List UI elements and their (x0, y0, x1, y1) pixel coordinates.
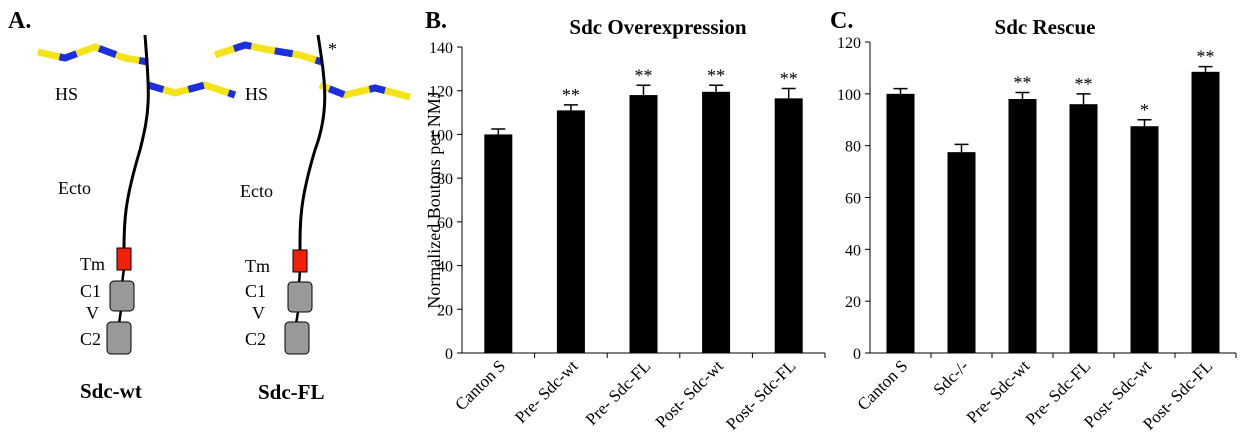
label: Ecto (240, 181, 273, 201)
y-tick-label: 20 (845, 294, 861, 311)
x-tick-label: Sdc-/- (930, 356, 973, 399)
significance: ** (1075, 74, 1093, 94)
y-tick-label: 40 (845, 242, 861, 259)
bar (1069, 104, 1098, 353)
y-tick-label: 60 (845, 191, 861, 208)
label: C1 (80, 281, 101, 301)
error-bar (636, 84, 651, 96)
y-tick-label: 80 (845, 139, 861, 156)
error-bar (954, 143, 969, 153)
panel-label: B. (425, 8, 447, 34)
hs-chain (213, 41, 324, 66)
panel-label: C. (830, 8, 853, 34)
x-tick-label: Canton S (451, 356, 509, 414)
error-bar (893, 87, 908, 94)
label: V (252, 303, 265, 323)
core-protein (122, 34, 150, 251)
significance: ** (1014, 73, 1032, 93)
y-tick-label: 120 (837, 35, 861, 52)
label: C2 (80, 329, 101, 349)
significance: * (1140, 100, 1149, 120)
c2-domain (106, 321, 132, 355)
label: V (86, 303, 99, 323)
label: C2 (245, 329, 266, 349)
tm-domain (292, 249, 308, 273)
c2-domain (284, 321, 310, 355)
panel-label: A. (8, 8, 31, 34)
bar (774, 98, 803, 353)
hs-chain (318, 81, 411, 101)
bar (1008, 99, 1037, 354)
core-protein (298, 34, 327, 253)
c1-domain (109, 280, 135, 312)
error-bar (781, 87, 796, 99)
significance: ** (562, 85, 580, 105)
y-tick-label: 0 (853, 346, 861, 363)
label: C1 (245, 281, 266, 301)
bar (702, 91, 731, 354)
label: Ecto (58, 178, 91, 198)
y-tick-label: 140 (429, 40, 453, 57)
y-axis-label: Normalized Boutons per NMJ (424, 91, 444, 308)
chart-title: Sdc Rescue (995, 15, 1096, 39)
c1-domain (287, 281, 313, 313)
error-bar (1015, 91, 1030, 100)
label: Tm (80, 254, 105, 274)
x-tick-label: Post- Sdc-wt (652, 356, 727, 431)
significance: ** (780, 69, 798, 89)
hs-chain (37, 43, 149, 66)
x-tick-label: Post- Sdc-FL (722, 356, 799, 433)
x-tick-label: Pre- Sdc-wt (511, 356, 582, 427)
significance: ** (635, 65, 653, 85)
y-tick-label: 120 (429, 84, 453, 101)
bar-chart: C. Sdc Rescue 0 20 40 60 80 100 120 Canton S Sdc-/… (830, 8, 1237, 434)
significance: ** (1197, 47, 1215, 67)
chart-title: Sdc Overexpression (569, 15, 746, 39)
x-tick-label: Pre- Sdc-FL (582, 356, 655, 429)
bar-chart: B. Sdc Overexpression Normalized Boutons p… (424, 8, 826, 434)
significance: ** (707, 65, 725, 85)
y-tick-label: 100 (429, 127, 453, 144)
bar (1130, 126, 1159, 354)
molecule-name: Sdc-wt (80, 379, 142, 403)
label: HS (55, 84, 78, 104)
y-tick-label: 20 (437, 302, 453, 319)
bar (1191, 71, 1220, 353)
bar (886, 93, 915, 353)
bar (484, 134, 513, 353)
asterisk: * (328, 39, 337, 59)
bar (947, 152, 976, 353)
error-bar (1076, 93, 1091, 105)
y-tick-label: 40 (437, 259, 453, 276)
error-bar (563, 104, 578, 111)
tm-domain (116, 247, 132, 271)
error-bar (709, 84, 724, 92)
x-tick-label: Canton S (853, 356, 911, 414)
error-bar (491, 128, 506, 135)
error-bar (1137, 119, 1152, 127)
diagram: A. HS Ecto Tm C1 V C2 Sdc-wt * HS Ecto T… (8, 8, 411, 404)
hs-chain (213, 41, 324, 66)
molecule-name: Sdc-FL (258, 380, 325, 404)
label: Tm (245, 256, 270, 276)
hs-chain (147, 81, 237, 99)
bar (629, 95, 658, 353)
y-tick-label: 80 (437, 171, 453, 188)
label: HS (245, 84, 268, 104)
y-tick-label: 100 (837, 87, 861, 104)
error-bar (1198, 65, 1213, 72)
bar (556, 110, 585, 353)
y-tick-label: 60 (437, 215, 453, 232)
y-tick-label: 0 (445, 346, 453, 363)
